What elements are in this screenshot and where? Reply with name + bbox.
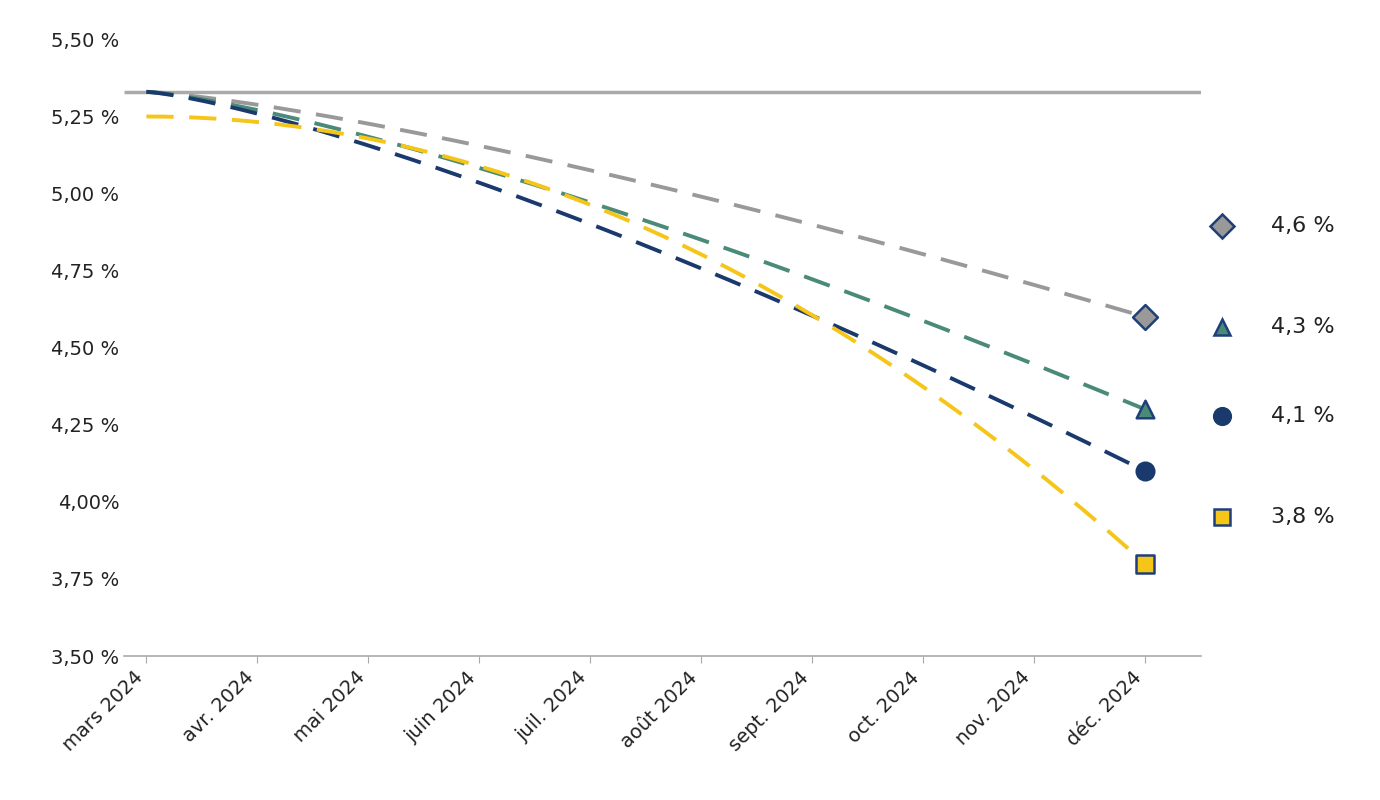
Text: 4,3 %: 4,3 % [1271,318,1334,338]
Text: 4,1 %: 4,1 % [1271,406,1334,426]
Point [1134,403,1156,416]
Point [1134,465,1156,478]
Text: 4,6 %: 4,6 % [1271,216,1334,236]
Text: 3,8 %: 3,8 % [1271,507,1334,527]
Point [1134,557,1156,570]
Point [1134,310,1156,323]
